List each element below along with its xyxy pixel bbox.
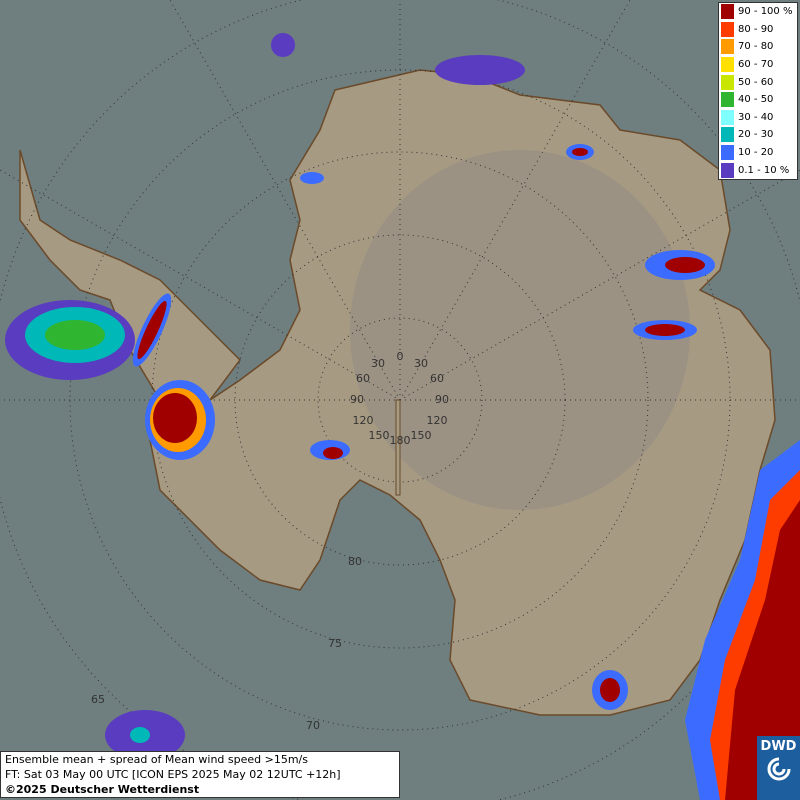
legend-row: 70 - 80	[719, 38, 797, 56]
legend-swatch	[721, 162, 734, 178]
legend-label: 70 - 80	[738, 41, 774, 53]
legend-label: 0.1 - 10 %	[738, 164, 790, 176]
grid-label: 60	[356, 372, 370, 385]
grid-label: 120	[427, 414, 448, 427]
legend-row: 10 - 20	[719, 144, 797, 162]
logo: DWD	[757, 736, 800, 800]
legend-swatch	[721, 4, 734, 20]
grid-label: 65	[91, 693, 105, 706]
grid-label: 75	[328, 637, 342, 650]
meridian-marker	[395, 399, 401, 496]
info-line: ©2025 Deutscher Wetterdienst	[5, 783, 200, 796]
legend-row: 20 - 30	[719, 126, 797, 144]
legend-label: 50 - 60	[738, 76, 774, 88]
legend-row: 30 - 40	[719, 109, 797, 127]
legend-label: 20 - 30	[738, 129, 774, 141]
legend-swatch	[721, 127, 734, 143]
legend-row: 80 - 90	[719, 21, 797, 39]
info-line: FT: Sat 03 May 00 UTC [ICON EPS 2025 May…	[5, 768, 341, 781]
grid-label: 90	[435, 393, 449, 406]
logo-icon	[767, 757, 790, 781]
legend-swatch	[721, 74, 734, 90]
legend: 90 - 100 % 80 - 90 70 - 80 60 - 70 50 - 60 40…	[718, 2, 798, 180]
legend-row: 0.1 - 10 %	[719, 161, 797, 179]
legend-swatch	[721, 39, 734, 55]
grid-label: 30	[371, 357, 385, 370]
grid-label: 80	[348, 555, 362, 568]
info-box: Ensemble mean + spread of Mean wind spee…	[0, 751, 400, 798]
info-line: Ensemble mean + spread of Mean wind spee…	[5, 753, 308, 766]
legend-swatch	[721, 57, 734, 73]
legend-row: 60 - 70	[719, 56, 797, 74]
legend-swatch	[721, 145, 734, 161]
legend-swatch	[721, 92, 734, 108]
legend-label: 60 - 70	[738, 59, 774, 71]
grid-label: 30	[414, 357, 428, 370]
legend-label: 40 - 50	[738, 94, 774, 106]
legend-label: 30 - 40	[738, 111, 774, 123]
grid-label: 150	[411, 429, 432, 442]
legend-label: 10 - 20	[738, 147, 774, 159]
legend-row: 90 - 100 %	[719, 3, 797, 21]
grid-label: 150	[369, 429, 390, 442]
legend-row: 50 - 60	[719, 73, 797, 91]
legend-label: 90 - 100 %	[738, 6, 793, 18]
legend-label: 80 - 90	[738, 23, 774, 35]
legend-swatch	[721, 109, 734, 125]
grid-label: 90	[350, 393, 364, 406]
grid-label: 0	[397, 350, 404, 363]
grid-label: 120	[353, 414, 374, 427]
wind-blobs	[5, 33, 800, 800]
logo-text: DWD	[760, 739, 797, 754]
grid-label: 60	[430, 372, 444, 385]
plateau	[350, 150, 690, 510]
grid-label: 70	[306, 719, 320, 732]
grid-label: 180	[390, 434, 411, 447]
legend-swatch	[721, 21, 734, 37]
legend-row: 40 - 50	[719, 91, 797, 109]
